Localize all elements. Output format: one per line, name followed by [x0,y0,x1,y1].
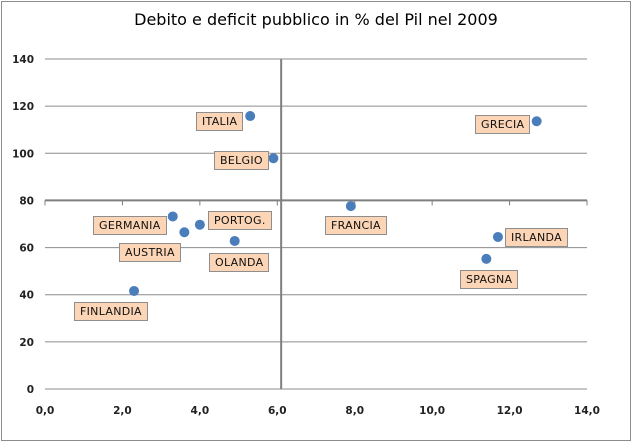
data-label: BELGIO [214,151,269,170]
x-tick-label: 0,0 [36,405,55,417]
data-point [268,153,279,164]
data-label: AUSTRIA [119,243,181,262]
y-tick-label: 40 [19,290,34,302]
data-label: SPAGNA [460,270,519,289]
x-tick-label: 12,0 [497,405,523,417]
y-tick-label: 60 [19,243,34,255]
data-label: PORTOG. [208,211,272,230]
x-tick-label: 4,0 [191,405,210,417]
data-point [179,227,190,238]
data-point [194,219,205,230]
data-point [167,211,178,222]
y-tick-label: 140 [12,54,34,66]
x-tick-label: 14,0 [574,405,600,417]
y-tick-label: 120 [12,101,34,113]
x-tick-label: 6,0 [268,405,287,417]
data-point [481,253,492,264]
y-tick-label: 20 [19,337,34,349]
data-label: GERMANIA [93,216,167,235]
y-tick-label: 80 [19,195,34,207]
y-tick-label: 100 [12,148,34,160]
x-tick-label: 10,0 [419,405,445,417]
y-tick-label: 0 [27,384,34,396]
data-label: FINLANDIA [74,302,148,321]
data-label: FRANCIA [325,216,387,235]
data-label: IRLANDA [505,228,568,247]
chart-title: Debito e deficit pubblico in % del Pil n… [134,10,498,29]
data-point [245,111,256,122]
data-point [229,235,240,246]
x-tick-label: 8,0 [345,405,364,417]
data-point [345,201,356,212]
data-label: GRECIA [475,115,531,134]
x-tick-label: 2,0 [113,405,132,417]
data-point [531,116,542,127]
data-point [129,285,140,296]
data-point [492,231,503,242]
data-label: OLANDA [209,253,270,272]
data-label: ITALIA [196,112,244,131]
